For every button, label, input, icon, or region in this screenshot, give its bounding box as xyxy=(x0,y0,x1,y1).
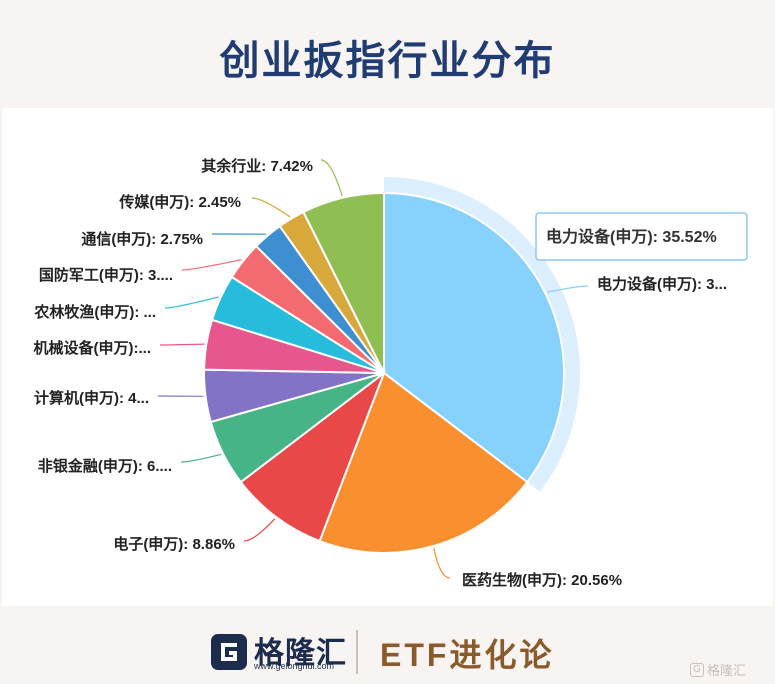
slice-label: 其余行业: 7.42% xyxy=(201,157,313,175)
label-leader-line xyxy=(320,159,343,197)
chart-tooltip: 电力设备(申万): 35.52% xyxy=(535,212,748,261)
slice-label: 通信(申万): 2.75% xyxy=(81,230,203,248)
label-leader-line xyxy=(546,285,589,293)
slice-label: 计算机(申万): 4... xyxy=(34,389,149,407)
label-leader-line xyxy=(180,453,222,463)
slice-label: 传媒(申万): 2.45% xyxy=(118,193,241,211)
pie-slice[interactable] xyxy=(318,371,529,554)
slice-label: 非银金融(申万): 6.... xyxy=(38,457,172,475)
watermark-text: 格隆汇 xyxy=(707,663,747,678)
brand-logo-icon xyxy=(211,634,247,670)
tooltip-text: 电力设备(申万): 35.52% xyxy=(546,227,717,246)
slice-label: 农林牧渔(申万): ... xyxy=(33,303,156,321)
label-leader-line xyxy=(181,259,242,271)
slice-label: 国防军工(申万): 3.... xyxy=(39,266,173,284)
pie-slice[interactable] xyxy=(302,191,385,374)
watermark: G 格隆汇 xyxy=(690,660,746,679)
slice-label: 机械设备(申万):... xyxy=(34,339,152,357)
slice-label: 电子(申万): 8.86% xyxy=(113,535,235,553)
label-leader-line xyxy=(251,197,291,218)
pie-chart: 电力设备(申万): 3... 医药生物(申万): 20.56% 电子(申万): 8.… xyxy=(33,157,748,589)
brand-url: www.gelonghui.com xyxy=(254,661,335,671)
watermark-logo-icon: G xyxy=(690,662,704,677)
slice-labels: 电力设备(申万): 3... 医药生物(申万): 20.56% 电子(申万): 8.… xyxy=(33,157,727,589)
footer-divider xyxy=(356,630,358,674)
label-leader-line xyxy=(243,518,276,542)
label-leader-line xyxy=(164,296,219,309)
pie-slices xyxy=(203,177,580,554)
tooltip-box xyxy=(535,212,748,261)
pie-slice[interactable] xyxy=(239,370,387,543)
slice-label: 医药生物(申万): 20.56% xyxy=(462,571,622,589)
slice-label: 电力设备(申万): 3... xyxy=(597,275,727,293)
pie-slice[interactable] xyxy=(383,191,565,484)
label-leaders xyxy=(157,159,589,579)
brand-name: 格隆汇 xyxy=(254,637,347,670)
series-name: ETF进化论 xyxy=(380,637,555,673)
page-title: 创业扳指行业分布 xyxy=(219,39,556,83)
label-leader-line xyxy=(433,547,451,579)
label-leader-line xyxy=(159,343,205,346)
